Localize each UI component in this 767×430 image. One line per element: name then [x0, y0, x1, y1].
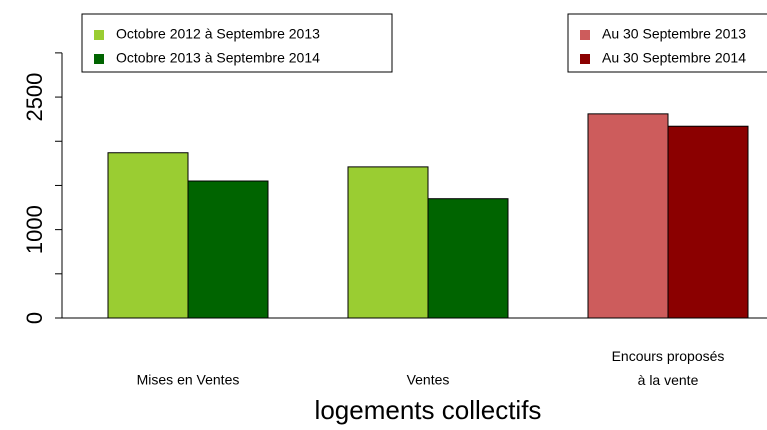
- y-tick-label: 1000: [22, 205, 47, 254]
- x-tick-label: Encours proposés à la vente: [612, 348, 725, 388]
- bar: [187, 180, 269, 319]
- legend-swatch: [94, 30, 104, 40]
- legend-swatch: [580, 30, 590, 40]
- x-axis-label: logements collectifs: [315, 395, 542, 425]
- bar: [667, 125, 749, 319]
- legend-swatch: [580, 54, 590, 64]
- x-tick-label: Ventes: [407, 372, 450, 388]
- legend-swatch: [94, 54, 104, 64]
- y-tick-label: 0: [22, 312, 47, 324]
- legend-label: Octobre 2013 à Septembre 2014: [116, 50, 320, 66]
- legend-box: [81, 13, 393, 73]
- bar: [347, 166, 429, 319]
- bar: [427, 198, 509, 319]
- bar: [107, 152, 189, 319]
- legend-label: Au 30 Septembre 2013: [602, 26, 746, 42]
- y-tick-label: 2500: [22, 73, 47, 122]
- x-tick-label: Mises en Ventes: [137, 372, 240, 388]
- legend-label: Au 30 Septembre 2014: [602, 50, 746, 66]
- bar: [587, 113, 669, 319]
- legend-box: [567, 13, 767, 73]
- legend-label: Octobre 2012 à Septembre 2013: [116, 26, 320, 42]
